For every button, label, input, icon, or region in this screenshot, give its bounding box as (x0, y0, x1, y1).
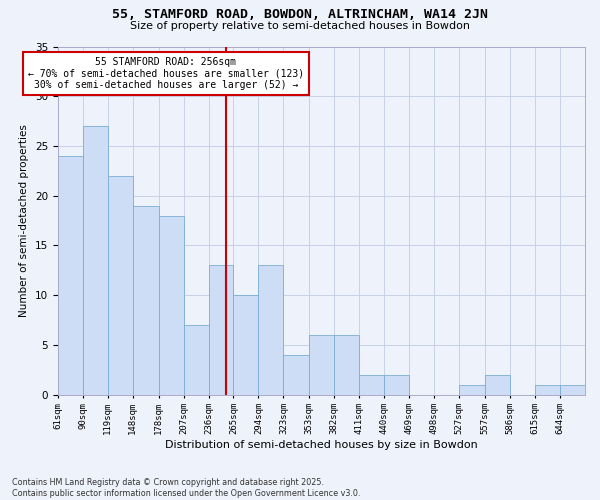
Bar (334, 335, 359, 394)
Bar (108, 176, 133, 394)
Text: Contains HM Land Registry data © Crown copyright and database right 2025.
Contai: Contains HM Land Registry data © Crown c… (12, 478, 361, 498)
Bar (485, 374, 510, 394)
Bar (359, 374, 384, 394)
Bar (459, 384, 485, 394)
Bar (184, 325, 209, 394)
Bar (158, 216, 184, 394)
Bar (133, 206, 158, 394)
Bar (58, 156, 83, 394)
Bar (535, 384, 560, 394)
Text: Size of property relative to semi-detached houses in Bowdon: Size of property relative to semi-detach… (130, 21, 470, 31)
Bar (83, 126, 108, 394)
Bar (209, 266, 233, 394)
Text: 55 STAMFORD ROAD: 256sqm
← 70% of semi-detached houses are smaller (123)
30% of : 55 STAMFORD ROAD: 256sqm ← 70% of semi-d… (28, 57, 304, 90)
Bar (560, 384, 585, 394)
X-axis label: Distribution of semi-detached houses by size in Bowdon: Distribution of semi-detached houses by … (165, 440, 478, 450)
Bar (310, 335, 334, 394)
Text: 55, STAMFORD ROAD, BOWDON, ALTRINCHAM, WA14 2JN: 55, STAMFORD ROAD, BOWDON, ALTRINCHAM, W… (112, 8, 488, 20)
Bar (233, 295, 259, 394)
Bar (259, 266, 283, 394)
Bar (283, 355, 310, 395)
Bar (384, 374, 409, 394)
Y-axis label: Number of semi-detached properties: Number of semi-detached properties (19, 124, 29, 317)
